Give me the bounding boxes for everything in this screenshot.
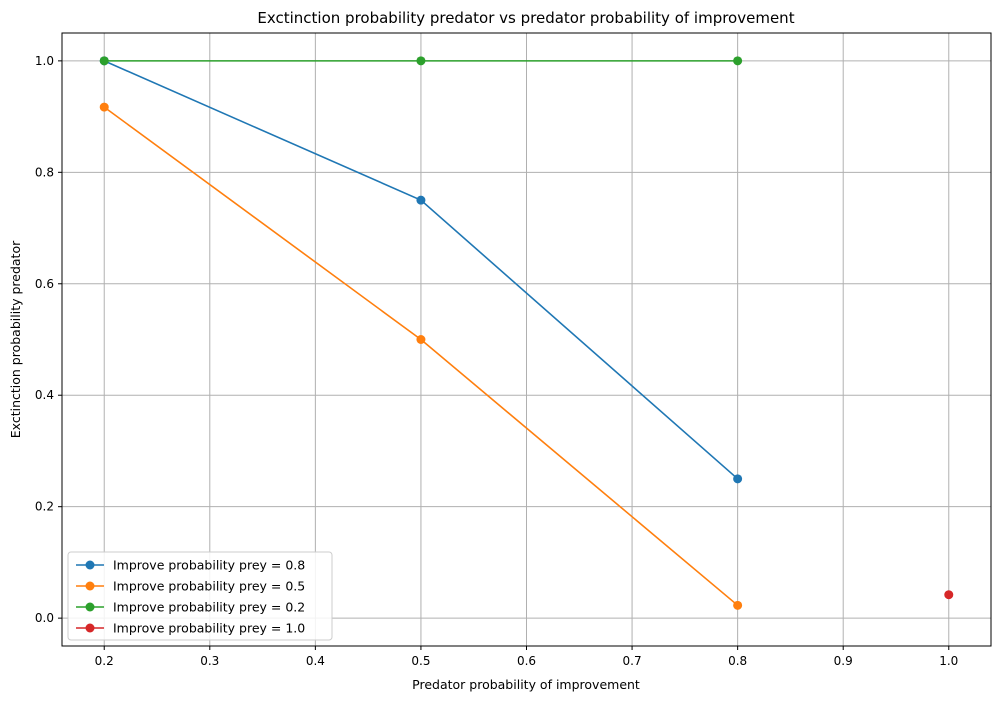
x-tick-label: 0.4	[306, 654, 325, 668]
y-tick-label: 0.0	[35, 611, 54, 625]
data-point	[416, 56, 426, 66]
x-tick-label: 0.8	[728, 654, 747, 668]
data-point	[99, 56, 109, 66]
legend-item: Improve probability prey = 0.5	[76, 579, 305, 594]
data-point	[733, 56, 743, 66]
x-axis-title: Predator probability of improvement	[412, 677, 640, 692]
y-tick-label: 0.6	[35, 277, 54, 291]
grid	[62, 33, 991, 646]
x-tick-label: 0.5	[411, 654, 430, 668]
data-point	[944, 590, 954, 600]
data-point	[416, 335, 426, 344]
legend-marker	[85, 581, 95, 591]
legend-item: Improve probability prey = 0.8	[76, 558, 305, 573]
series-group	[99, 56, 954, 610]
legend-item: Improve probability prey = 0.2	[76, 600, 305, 615]
y-axis-title: Exctinction probability predator	[8, 240, 23, 438]
x-tick-label: 0.2	[95, 654, 114, 668]
legend: Improve probability prey = 0.8 Improve pr…	[67, 551, 333, 641]
series-3	[944, 590, 954, 600]
data-point	[733, 600, 743, 610]
legend-marker	[85, 623, 95, 633]
legend-label: Improve probability prey = 1.0	[113, 621, 305, 636]
plot-frame	[61, 32, 992, 647]
x-tick-label: 1.0	[939, 654, 958, 668]
data-point	[416, 195, 426, 205]
y-tick-label: 0.4	[35, 388, 54, 402]
x-tick-label: 0.6	[517, 654, 536, 668]
y-tick-label: 0.2	[35, 500, 54, 514]
legend-label: Improve probability prey = 0.8	[113, 558, 305, 573]
legend-marker	[85, 560, 95, 570]
x-tick-label: 0.7	[623, 654, 642, 668]
legend-marker	[85, 602, 95, 612]
y-axis-ticks: 0.0 0.2 0.4 0.6 0.8 1.0	[35, 54, 62, 625]
legend-label: Improve probability prey = 0.5	[113, 579, 305, 594]
series-2	[99, 56, 743, 66]
x-tick-label: 0.9	[834, 654, 853, 668]
legend-box	[67, 551, 333, 641]
legend-label: Improve probability prey = 0.2	[113, 600, 305, 615]
x-tick-label: 0.3	[200, 654, 219, 668]
legend-item: Improve probability prey = 1.0	[76, 621, 305, 636]
y-tick-label: 1.0	[35, 54, 54, 68]
chart-title: Exctinction probability predator vs pred…	[257, 9, 794, 27]
y-tick-label: 0.8	[35, 165, 54, 179]
series-1	[99, 102, 743, 610]
data-point	[733, 474, 743, 484]
x-axis-ticks: 0.2 0.3 0.4 0.5 0.6 0.7 0.8 0.9 1.0	[95, 646, 958, 668]
data-point	[99, 102, 109, 112]
